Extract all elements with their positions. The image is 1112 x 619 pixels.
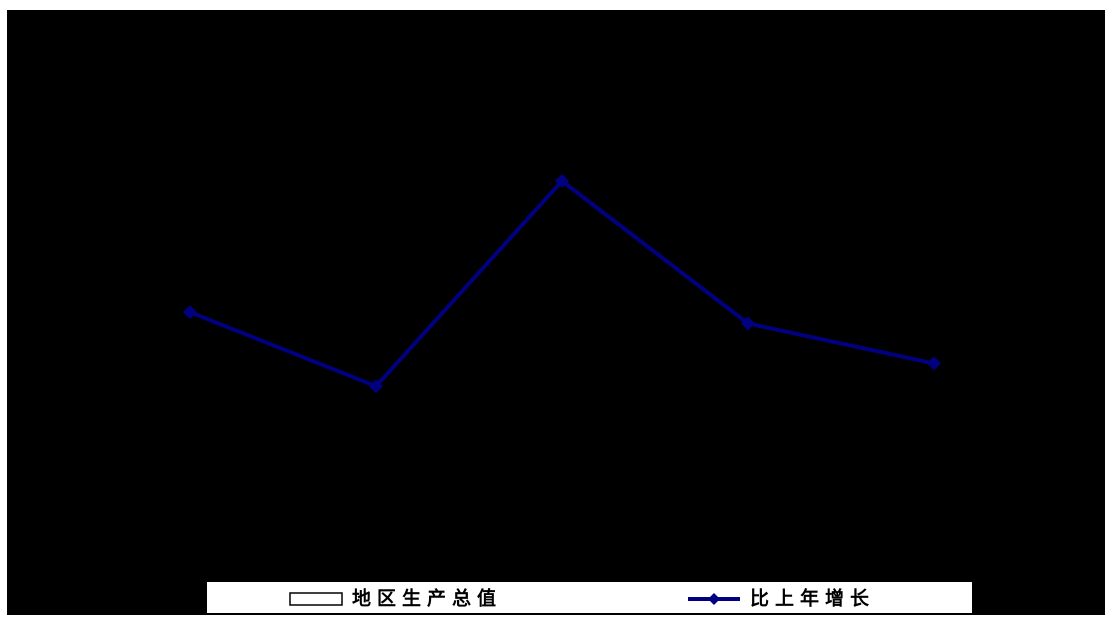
chart-background: [7, 10, 1105, 615]
legend-label: 地区生产总值: [352, 587, 502, 610]
marker: [183, 305, 197, 320]
marker: [741, 316, 755, 331]
marker: [927, 356, 941, 371]
legend-label: 比上年增长: [750, 587, 875, 610]
legend-marker: [708, 593, 720, 605]
legend-swatch: [289, 592, 343, 606]
marker: [369, 379, 383, 394]
marker: [555, 174, 569, 188]
